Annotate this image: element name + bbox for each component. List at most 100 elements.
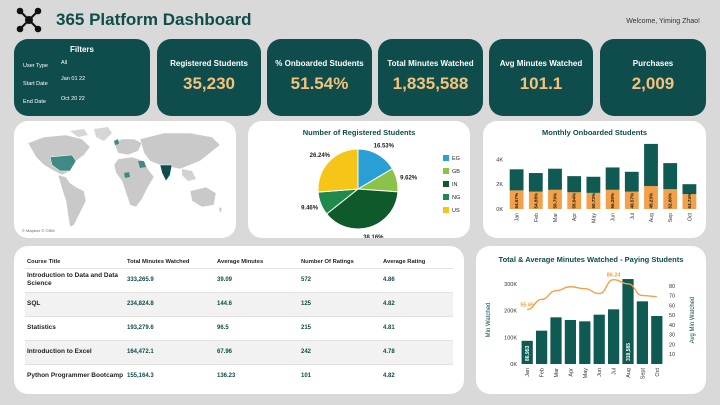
bar-total-minutes[interactable] (535, 330, 548, 364)
world-map-card: © Mapbox © OSM (14, 121, 236, 238)
column-header[interactable]: Average Rating (383, 258, 426, 265)
bar-total-minutes[interactable] (579, 321, 591, 364)
bar-total-minutes[interactable] (593, 314, 605, 364)
bar-data-label: 58.04% (572, 193, 577, 209)
filter-value[interactable]: Oct 20 22 (61, 96, 85, 102)
legend-entry[interactable]: US (452, 208, 460, 214)
course-title: SQL (27, 300, 41, 307)
x-tick-label: May (583, 368, 589, 379)
column-header[interactable]: Average Minutes (217, 258, 264, 265)
avg-minutes-line[interactable] (527, 278, 657, 311)
x-tick-label: Mar (553, 213, 559, 222)
bar-registered[interactable] (567, 176, 582, 193)
bar-onboarded[interactable] (548, 189, 562, 209)
table-row[interactable]: Python Programmer Bootcamp 155,164.3 136… (25, 364, 453, 388)
filter-value[interactable]: Jan 01 22 (61, 76, 86, 82)
column-header[interactable]: Number Of Ratings (301, 258, 354, 265)
average-rating: 4.78 (383, 349, 395, 355)
filter-value[interactable]: All (61, 60, 68, 66)
y-axis-title: Min Watched (486, 303, 492, 338)
legend-swatch (443, 168, 449, 174)
bar-total-minutes[interactable] (550, 317, 562, 364)
bar-total-minutes[interactable] (651, 316, 663, 364)
pie-chart: 16.53% 9.62% 38.16% 9.46% 26.24% EG GB IN NG US (301, 144, 460, 238)
x-tick-label: Sep (668, 213, 674, 222)
legend-swatch (443, 207, 449, 213)
filter-start-date[interactable]: Start Date Jan 01 22 (23, 76, 85, 87)
bar-total-minutes[interactable] (636, 301, 649, 364)
column-header[interactable]: Total Minutes Watched (127, 258, 190, 265)
pie-chart-card: Number of Registered Students 16.53% 9.62… (248, 121, 470, 238)
bar-onboarded[interactable] (586, 192, 601, 209)
total-minutes: 155,164.3 (127, 373, 154, 380)
table-row[interactable]: Introduction to Excel 164,472.1 67.96 24… (25, 340, 453, 364)
y2-tick-label: 60 (669, 303, 675, 309)
table-row[interactable]: SQL 234,824.8 144.6 125 4.82 (25, 292, 453, 316)
kpi-label: Registered Students (170, 59, 248, 68)
pie-slice-us[interactable] (317, 148, 359, 193)
header: 365 Platform Dashboard Welcome, Yiming Z… (14, 4, 706, 36)
bar-registered[interactable] (509, 169, 524, 191)
bar-onboarded[interactable] (624, 191, 639, 209)
bar-registered[interactable] (586, 176, 601, 193)
bar-onboarded[interactable] (605, 189, 620, 209)
bar-total-minutes[interactable] (622, 279, 634, 364)
table-row[interactable]: Statistics 193,279.6 96.5 215 4.81 (25, 316, 453, 340)
number-of-ratings: 215 (301, 325, 312, 331)
map-credit: © Mapbox © OSM (22, 228, 55, 233)
bar-onboarded[interactable] (509, 190, 524, 209)
pie-slice-in[interactable] (325, 188, 399, 230)
bar-onboarded[interactable] (682, 194, 697, 209)
bar-total-minutes[interactable] (521, 340, 533, 364)
filter-end-date[interactable]: End Date Oct 20 22 (23, 96, 85, 105)
bar-onboarded[interactable] (567, 192, 582, 209)
pie-data-label: 9.46% (301, 205, 319, 211)
legend-swatch (443, 155, 449, 161)
y-tick-label: 300K (504, 282, 517, 288)
chart-title: Total & Average Minutes Watched - Paying… (498, 255, 684, 264)
pie-data-label: 26.24% (310, 153, 331, 159)
total-minutes: 164,472.1 (127, 349, 154, 355)
kpi-purchases: Purchases 2,009 (600, 39, 706, 116)
bar-data-label: 49.57% (629, 193, 634, 209)
pie-data-label: 9.62% (400, 176, 418, 182)
world-map[interactable] (14, 121, 236, 238)
bar-registered[interactable] (548, 168, 562, 190)
y2-tick-label: 20 (669, 342, 675, 348)
bar-onboarded[interactable] (528, 191, 543, 209)
y-tick-label: 4K (496, 157, 503, 163)
bar-registered[interactable] (624, 171, 639, 192)
y-tick-label: 0K (496, 207, 503, 213)
legend-entry[interactable]: IN (452, 182, 458, 188)
kpi-label: Purchases (632, 59, 674, 68)
legend-entry[interactable]: NG (452, 195, 460, 201)
legend-entry[interactable]: EG (452, 156, 460, 162)
x-tick-label: Aug (649, 213, 655, 222)
table-row[interactable]: Introduction to Data and Data Science 33… (25, 268, 453, 292)
total-minutes: 193,279.6 (127, 325, 154, 331)
filter-label: User Type (23, 63, 48, 69)
bar-registered[interactable] (682, 184, 697, 195)
column-header[interactable]: Course Title (27, 258, 61, 265)
legend-entry[interactable]: GB (452, 169, 460, 175)
kpi-value: 35,230 (183, 74, 235, 93)
bar-registered[interactable] (605, 167, 620, 190)
bar-registered[interactable] (528, 173, 543, 192)
bar-onboarded[interactable] (644, 186, 658, 209)
x-tick-label: Oct (687, 212, 693, 221)
total-minutes: 234,824.8 (127, 301, 154, 307)
bar-data-label: 64.57% (514, 193, 519, 209)
bar-registered[interactable] (644, 143, 658, 187)
kpi-label: Avg Minutes Watched (499, 59, 583, 68)
bar-data-label: 50.79% (553, 193, 558, 209)
course-title: Introduction to Excel (27, 348, 92, 355)
bar-onboarded[interactable] (663, 189, 678, 209)
bar-total-minutes[interactable] (564, 320, 577, 364)
filters-panel: Filters User Type All Start Date Jan 01 … (14, 39, 150, 116)
filter-label: End Date (23, 99, 46, 105)
kpi-value: 2,009 (631, 74, 675, 93)
bar-data-label: 50.73% (591, 193, 596, 209)
filter-user-type[interactable]: User Type All (23, 60, 67, 69)
bar-registered[interactable] (663, 163, 678, 190)
bar-total-minutes[interactable] (607, 309, 620, 364)
